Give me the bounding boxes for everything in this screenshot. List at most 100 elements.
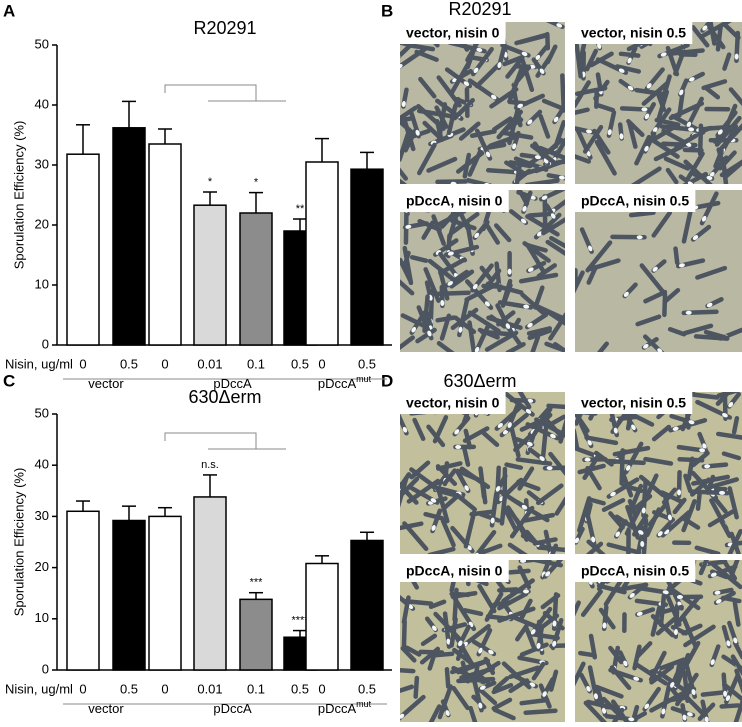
rod	[400, 472, 412, 492]
group-label-text: pDccA	[318, 376, 357, 391]
spore	[623, 660, 628, 667]
spore	[521, 51, 528, 57]
spore	[401, 101, 406, 107]
spore	[627, 85, 634, 91]
rod	[409, 467, 443, 493]
rod	[592, 128, 611, 155]
spore	[530, 629, 536, 635]
rod	[575, 107, 590, 115]
spore	[672, 426, 679, 431]
spore	[725, 695, 731, 701]
significance-label: *	[254, 177, 259, 189]
rod	[465, 178, 492, 184]
spore	[550, 213, 556, 219]
x-axis-label: Nisin, ug/ml	[5, 681, 73, 696]
rod	[727, 528, 742, 554]
spore	[715, 599, 722, 604]
rod	[526, 326, 553, 336]
spore	[586, 150, 591, 157]
rod	[645, 507, 662, 538]
rod	[400, 335, 415, 350]
rod	[464, 281, 500, 302]
rod	[519, 55, 535, 92]
spore	[679, 89, 684, 96]
spore	[710, 572, 717, 577]
group-label-text: vector	[88, 376, 124, 391]
rod	[505, 57, 523, 79]
spore	[552, 620, 557, 627]
spore	[440, 300, 445, 307]
rod	[649, 690, 686, 713]
rod	[458, 121, 481, 141]
rod	[589, 51, 614, 68]
rod	[667, 327, 687, 337]
rod	[643, 456, 674, 466]
spore	[660, 52, 667, 57]
bar	[66, 510, 100, 671]
rod	[402, 250, 411, 269]
rod	[610, 699, 630, 722]
rod	[575, 38, 583, 79]
rod	[594, 684, 624, 699]
spore	[505, 323, 511, 329]
spore	[692, 235, 699, 241]
rod	[438, 257, 467, 276]
rod	[651, 424, 672, 442]
rod	[501, 661, 532, 690]
rod	[643, 289, 668, 304]
spore	[613, 427, 618, 434]
rod	[633, 661, 668, 686]
rod	[695, 491, 702, 511]
rod	[653, 125, 676, 141]
x-tick-label: 0	[161, 681, 168, 696]
significance-label: n.s.	[201, 459, 219, 471]
significance-label: *	[208, 176, 213, 188]
spore	[476, 47, 483, 52]
bar	[350, 539, 384, 671]
spore	[447, 281, 453, 286]
spore	[484, 301, 490, 307]
rod	[453, 315, 477, 334]
rod	[683, 624, 716, 648]
rod	[491, 697, 513, 711]
spore	[458, 326, 463, 333]
spore	[641, 107, 648, 112]
rod	[731, 415, 740, 435]
spore	[610, 491, 616, 497]
y-tick-label: 20	[35, 216, 49, 231]
rod	[653, 144, 685, 162]
rod	[432, 415, 449, 444]
spore	[591, 536, 596, 543]
bar	[350, 168, 384, 346]
rod	[477, 687, 498, 706]
x-tick-label: 0.1	[247, 681, 265, 696]
rod	[483, 221, 501, 245]
rod	[514, 161, 523, 184]
rod	[519, 417, 546, 432]
spore	[458, 640, 463, 647]
spore	[687, 712, 693, 717]
rod	[575, 154, 592, 164]
x-tick-label: 0.5	[120, 356, 138, 371]
image-title: 630Δerm	[443, 371, 516, 391]
spore	[507, 422, 512, 428]
rod	[454, 492, 477, 512]
rod	[500, 283, 513, 308]
rod	[681, 616, 699, 650]
rod	[606, 542, 642, 554]
rod	[403, 126, 419, 153]
panel-label: C	[3, 371, 15, 390]
rod	[530, 143, 556, 165]
spore	[584, 457, 591, 462]
rod	[400, 178, 408, 184]
rod	[517, 392, 532, 410]
rod	[492, 707, 516, 721]
rod	[421, 220, 435, 240]
rod	[703, 329, 729, 340]
spore	[728, 401, 734, 408]
rod	[461, 444, 471, 467]
rod	[651, 210, 673, 238]
group-label-text: pDccA	[213, 376, 252, 391]
rod	[700, 690, 727, 697]
rod	[436, 341, 455, 352]
